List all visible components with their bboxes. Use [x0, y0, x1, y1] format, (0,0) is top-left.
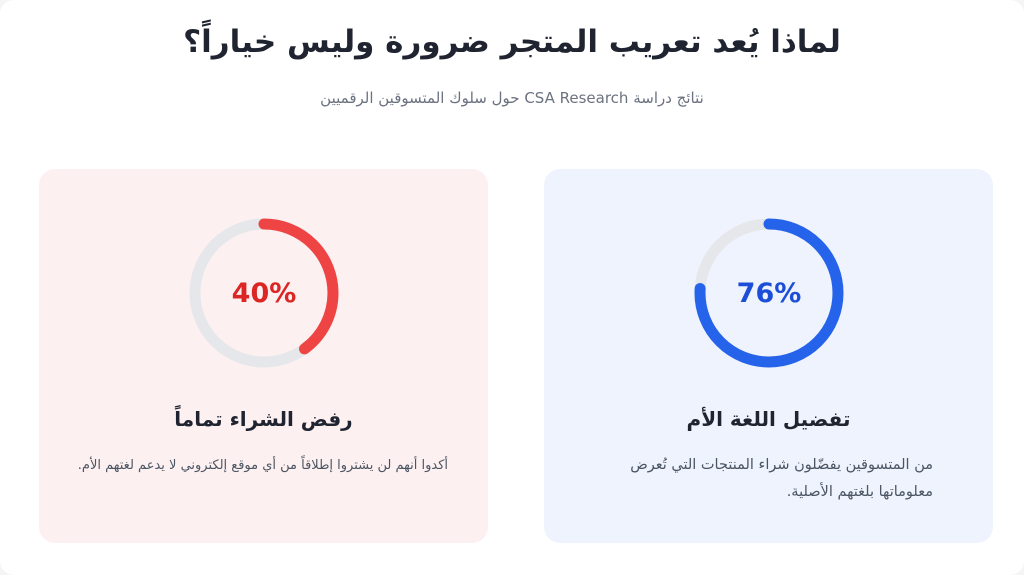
page-title: لماذا يُعد تعريب المتجر ضرورة وليس خيارا…	[183, 24, 841, 60]
progress-ring-svg	[189, 218, 339, 368]
card-title: تفضيل اللغة الأم	[686, 407, 851, 431]
progress-ring-svg	[694, 218, 844, 368]
stat-card-refuse-purchase: 40% رفض الشراء تماماً أكدوا أنهم لن يشتر…	[39, 169, 488, 543]
card-description: أكدوا أنهم لن يشتروا إطلاقاً من أي موقع …	[77, 458, 448, 473]
page-subtitle: نتائج دراسة CSA Research حول سلوك المتسو…	[320, 89, 704, 107]
stat-card-native-language: 76% تفضيل اللغة الأم من المتسوقين يفضّلو…	[544, 169, 993, 543]
card-title: رفض الشراء تماماً	[174, 407, 353, 431]
progress-ring-fill	[694, 218, 844, 368]
progress-ring-fill	[189, 218, 339, 368]
card-description: من المتسوقين يفضّلون شراء المنتجات التي …	[630, 457, 933, 500]
percent-value: 76%	[736, 277, 802, 309]
progress-ring: 76%	[689, 213, 849, 373]
percent-value: 40%	[231, 277, 297, 309]
progress-ring: 40%	[184, 213, 344, 373]
